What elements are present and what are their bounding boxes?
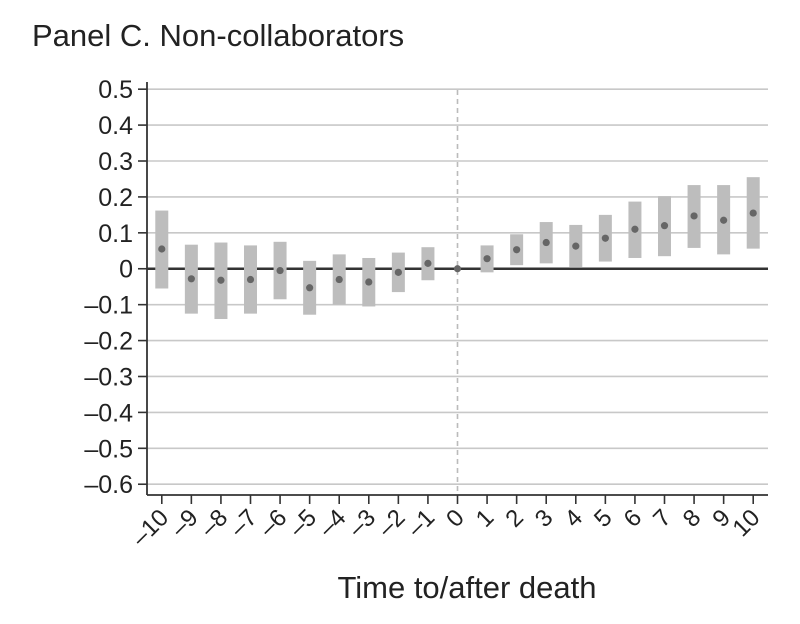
point-estimate <box>542 238 550 247</box>
point-estimate <box>394 268 402 276</box>
axes <box>138 82 768 504</box>
y-tick-label: –0.2 <box>84 328 133 356</box>
point-estimate <box>513 246 521 254</box>
x-tick-label: –1 <box>402 504 440 542</box>
point-estimate <box>749 209 757 217</box>
chart-title: Panel C. Non-collaborators <box>32 18 405 53</box>
x-tick-labels: –10–9–8–7–6–5–4–3–2–1 0 1 2 3 4 5 6 7 8 910 <box>127 504 766 551</box>
y-tick-label: –0.4 <box>84 399 133 427</box>
point-estimate <box>424 259 432 267</box>
point-estimate <box>306 284 314 292</box>
gridlines <box>147 88 768 486</box>
x-tick-label: 1 <box>471 504 500 533</box>
point-estimate <box>187 275 195 283</box>
point-estimate <box>158 245 166 253</box>
point-estimate <box>483 255 491 263</box>
x-tick-label: 7 <box>648 504 677 533</box>
point-estimate <box>601 234 609 242</box>
point-estimate <box>720 216 728 224</box>
y-tick-label: 0.2 <box>98 184 133 212</box>
x-tick-label: 0 <box>441 504 470 533</box>
y-tick-label: 0.4 <box>98 112 133 140</box>
point-estimate <box>690 212 698 220</box>
point-estimate <box>572 242 580 250</box>
y-tick-label: 0.1 <box>98 220 133 248</box>
point-estimates <box>158 209 757 292</box>
x-tick-label: 8 <box>678 504 707 533</box>
x-axis-label: Time to/after death <box>337 570 596 605</box>
x-tick-label: –10 <box>127 504 174 551</box>
y-tick-labels: 0.5 0.4 0.3 0.2 0.1 0 –0.1 –0.2 –0.3 –0.4 –0.5 –0.6 <box>84 76 133 499</box>
x-tick-label: 5 <box>589 504 618 533</box>
point-estimate <box>246 275 255 284</box>
x-tick-label: 2 <box>500 504 529 533</box>
point-estimate <box>335 275 343 284</box>
y-tick-label: 0 <box>119 256 133 284</box>
y-tick-label: 0.3 <box>98 148 133 176</box>
y-tick-label: –0.6 <box>84 471 133 499</box>
point-estimate <box>365 278 373 286</box>
y-tick-label: –0.1 <box>84 292 133 320</box>
y-tick-label: –0.3 <box>84 363 133 391</box>
x-tick-label: 10 <box>727 504 765 542</box>
x-tick-label: 3 <box>530 504 559 533</box>
point-estimate <box>453 265 462 273</box>
x-tick-label: 6 <box>619 504 648 533</box>
reference-lines <box>147 90 768 495</box>
point-estimate <box>217 276 225 284</box>
point-estimate <box>660 222 669 230</box>
y-tick-label: 0.5 <box>98 76 133 104</box>
point-estimate <box>276 266 284 275</box>
point-estimate <box>631 225 639 233</box>
y-tick-label: –0.5 <box>84 435 133 463</box>
x-tick-label: 4 <box>559 504 588 533</box>
